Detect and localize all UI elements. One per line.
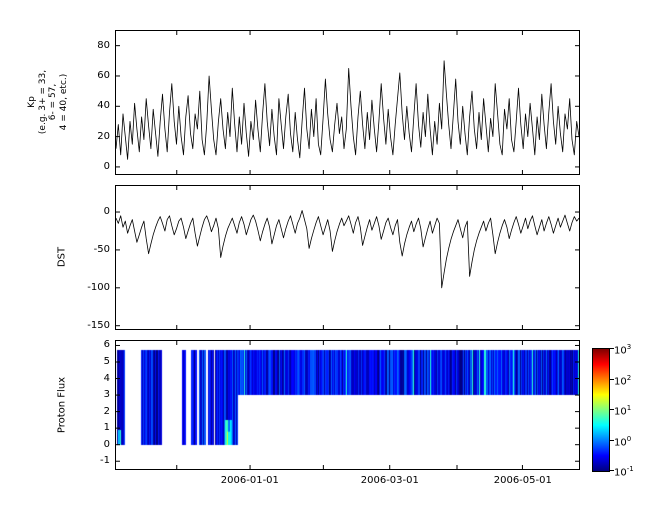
- colorbar-tick-mark: [610, 379, 614, 380]
- colorbar-tick-label: 101: [614, 404, 632, 418]
- y-axis-tick-label: 5: [103, 356, 110, 367]
- y-axis-tick-label: -100: [87, 281, 110, 293]
- y-axis-tick-label: 3: [103, 389, 110, 401]
- proton-flux-axis-label: Proton Flux: [56, 376, 68, 434]
- dst-plot: [115, 185, 580, 330]
- kp-axis-label: Kp (e.g. 3+ = 33, 6- = 57, 4 = 40, etc.): [27, 70, 69, 134]
- y-axis-tick-label: 4: [103, 372, 110, 384]
- panel-border: [115, 185, 580, 330]
- y-axis-tick-label: 1: [103, 422, 110, 434]
- colorbar-tick-mark: [610, 440, 614, 441]
- y-axis-tick-label: 40: [97, 100, 110, 112]
- kp-axis-label-line1: Kp: [27, 96, 37, 108]
- y-axis-tick-label: 2: [103, 405, 110, 417]
- x-axis-tick-label: 2006-05-01: [493, 475, 552, 486]
- x-axis-tick-label: 2006-03-01: [360, 475, 419, 486]
- dst-axis-label: DST: [56, 246, 68, 268]
- y-axis-tick-label: 20: [97, 130, 110, 142]
- y-axis-tick-label: 0: [103, 206, 110, 218]
- colorbar-tick-label: 103: [614, 343, 632, 357]
- y-axis-tick-label: -150: [87, 319, 110, 331]
- kp-axis-label-line2: (e.g. 3+ = 33,: [37, 69, 48, 135]
- proton-flux-plot-frame: [115, 340, 580, 470]
- y-axis-tick-label: 60: [97, 69, 110, 81]
- dst-panel: [115, 185, 580, 330]
- colorbar-tick-label: 10-1: [614, 465, 634, 479]
- y-axis-tick-label: 6: [103, 339, 110, 351]
- colorbar-tick-mark: [610, 409, 614, 410]
- colorbar: [592, 348, 610, 472]
- kp-axis-label-line4: 4 = 40, etc.): [58, 73, 69, 131]
- kp-axis-label-line3: 6- = 57,: [48, 83, 58, 121]
- proton-flux-panel: [115, 340, 580, 470]
- proton-flux-heatmap: [115, 340, 580, 470]
- y-axis-tick-label: 0: [103, 438, 110, 450]
- colorbar-tick-mark: [610, 348, 614, 349]
- panel-border: [115, 340, 580, 470]
- kp-panel: [115, 30, 580, 175]
- y-axis-tick-label: 80: [97, 39, 110, 51]
- colorbar-tick-label: 100: [614, 434, 632, 448]
- kp-plot: [115, 30, 580, 175]
- colorbar-tick-label: 102: [614, 373, 632, 387]
- panel-border: [115, 30, 580, 175]
- kp-series-line: [115, 60, 580, 160]
- colorbar-tick-mark: [610, 470, 614, 471]
- x-axis-tick-label: 2006-01-01: [220, 475, 279, 486]
- y-axis-tick-label: -50: [93, 243, 110, 255]
- y-axis-tick-label: -1: [100, 455, 110, 467]
- dst-series-line: [115, 210, 580, 289]
- y-axis-tick-label: 0: [103, 160, 110, 172]
